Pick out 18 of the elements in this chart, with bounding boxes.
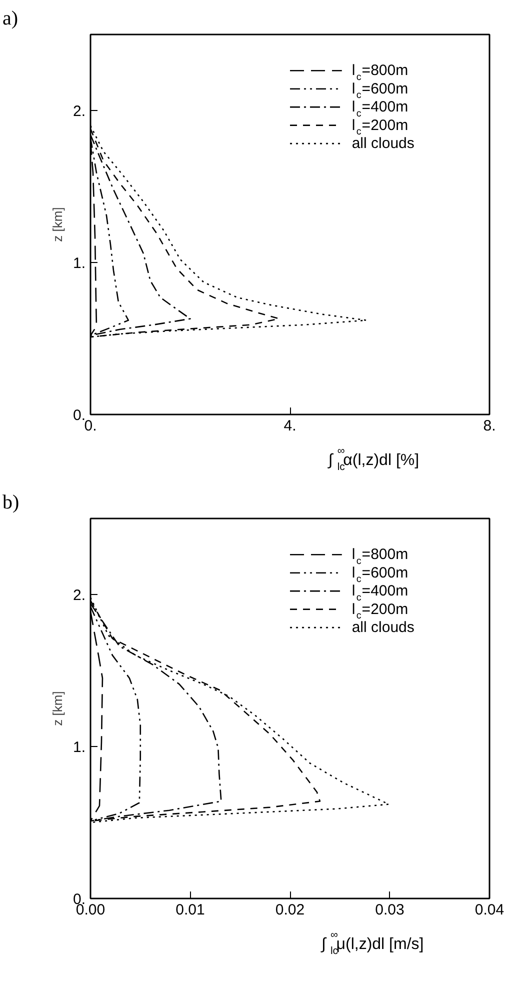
- y-tick-label: 2.: [72, 587, 86, 604]
- chart-title: b): [2, 492, 20, 514]
- legend-label: all clouds: [352, 135, 414, 152]
- y-tick-label: 1.: [72, 739, 86, 756]
- y-axis-title: z [km]: [50, 691, 65, 726]
- x-tick-label: 4.: [284, 418, 296, 434]
- x-tick-label: 0.04: [474, 902, 504, 918]
- x-tick-label: 8.: [483, 418, 496, 434]
- y-axis-title: z [km]: [50, 207, 65, 242]
- chart-title: a): [2, 8, 18, 30]
- x-tick-label: 0.: [84, 418, 97, 434]
- y-tick-label: 1.: [72, 255, 86, 272]
- x-tick-label: 0.01: [176, 902, 205, 918]
- y-tick-label: 2.: [72, 103, 86, 120]
- y-tick-label: 0.: [72, 407, 86, 424]
- legend-label: all clouds: [352, 619, 414, 636]
- x-tick-label: 0.02: [275, 902, 305, 918]
- x-tick-label: 0.03: [375, 902, 404, 918]
